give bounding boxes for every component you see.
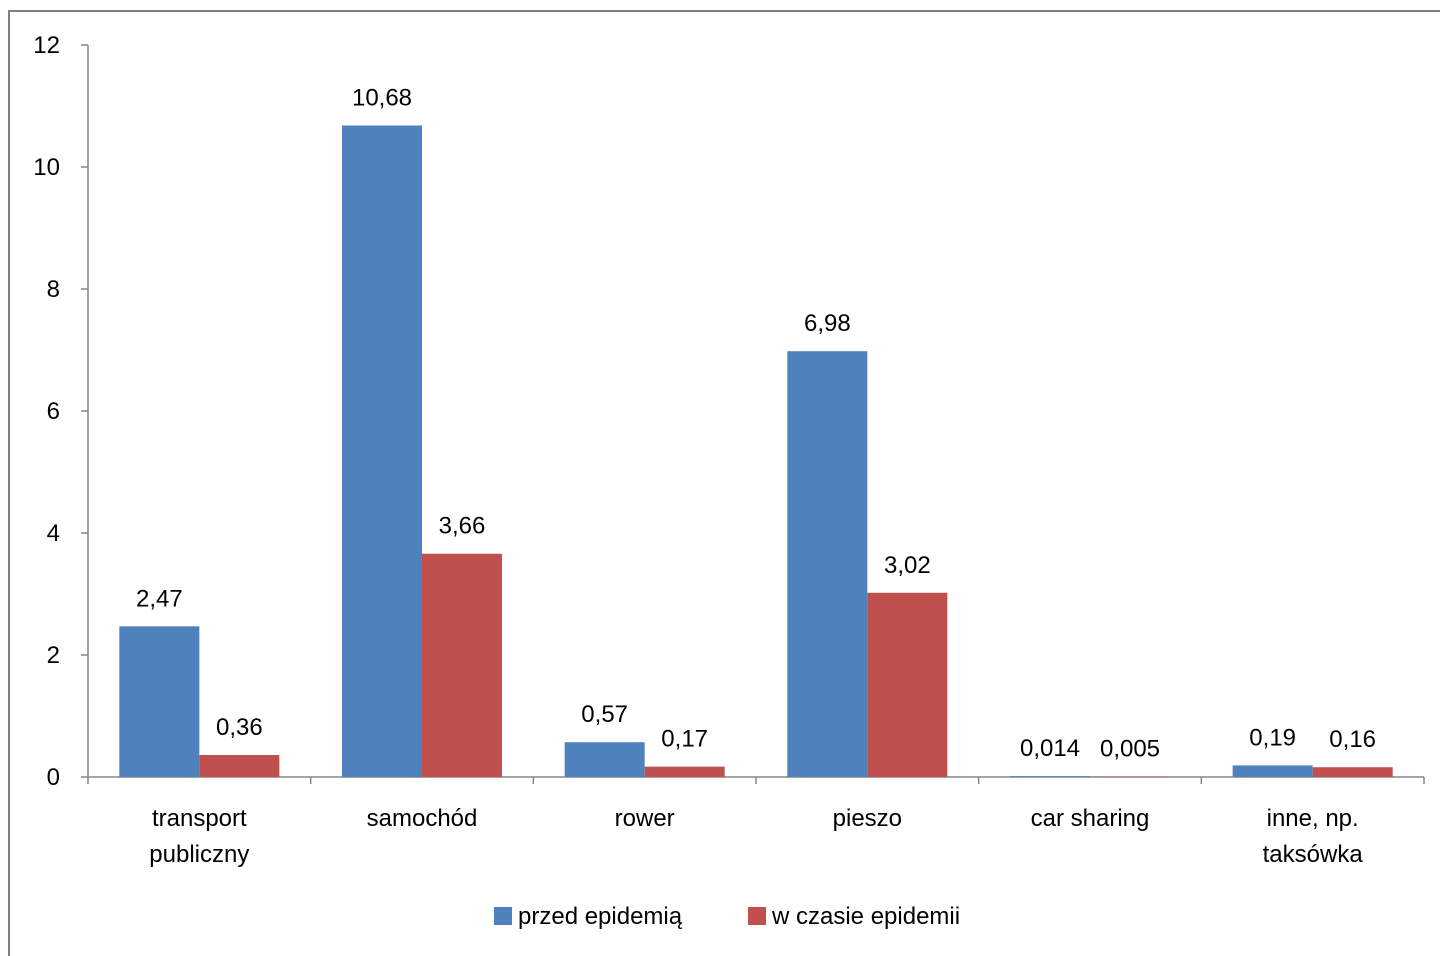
bar-w-czasie-epidemii [1312,767,1393,777]
bar-przed-epidemia [564,742,645,777]
legend-swatch [748,907,766,925]
chart-axes: 0 2 4 6 8 10 12 transport publiczny samochód rower… [33,32,1425,868]
x-tick-label: rower [615,805,675,832]
bar-przed-epidemia [1232,765,1313,777]
bar-w-czasie-epidemii [422,553,502,777]
data-label: 3,02 [884,552,931,579]
chart-data-labels: 2,47 0,36 10,68 3,66 0,57 0,17 6,98 3,02 0,014 0,… [136,85,1376,763]
data-label: 2,47 [136,585,183,612]
data-label: 0,17 [661,726,708,753]
data-label: 0,014 [1020,735,1080,762]
y-tick-label: 4 [47,520,60,547]
x-tick-label: samochód [367,805,478,832]
data-label: 0,19 [1249,724,1296,751]
legend-swatch [494,907,512,925]
x-tick-label: car sharing [1031,805,1150,832]
data-label: 6,98 [804,310,851,337]
x-tick-label: publiczny [149,841,249,868]
y-tick-label: 0 [47,764,60,791]
x-tick-label: transport [152,805,247,832]
y-tick-label: 10 [33,154,60,181]
y-tick-label: 6 [47,398,60,425]
y-tick-label: 12 [33,32,60,59]
chart-frame [8,10,1440,956]
x-tick-label: pieszo [833,805,902,832]
chart-bars [119,125,1393,777]
data-label: 0,36 [216,714,263,741]
x-tick-label: inne, np. [1267,805,1359,832]
chart-legend: przed epidemią w czasie epidemii [494,903,960,930]
bar-przed-epidemia [342,125,422,777]
bar-w-czasie-epidemii [199,755,280,777]
bar-w-czasie-epidemii [867,592,948,777]
data-label: 0,57 [581,701,628,728]
data-label: 0,16 [1329,726,1376,753]
bar-przed-epidemia [787,351,868,777]
data-label: 0,005 [1100,736,1160,763]
legend-label: w czasie epidemii [771,903,960,930]
bar-przed-epidemia [119,626,200,777]
legend-label: przed epidemią [518,903,683,930]
data-label: 3,66 [439,513,486,540]
bar-przed-epidemia [1010,776,1090,777]
bar-w-czasie-epidemii [644,766,725,777]
x-tick-label: taksówka [1263,841,1364,868]
y-tick-label: 8 [47,276,60,303]
data-label: 10,68 [352,85,412,112]
y-tick-label: 2 [47,642,60,669]
